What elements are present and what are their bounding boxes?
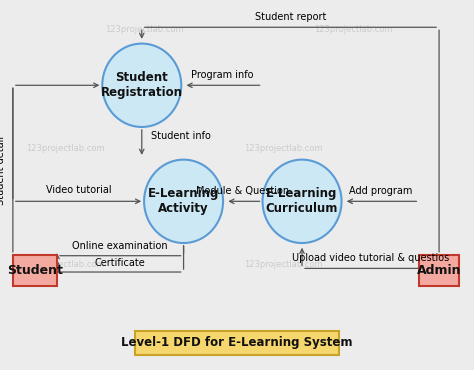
Text: Level-1 DFD for E-Learning System: Level-1 DFD for E-Learning System (121, 336, 353, 349)
Text: Admin: Admin (417, 264, 461, 277)
Ellipse shape (102, 44, 181, 127)
FancyBboxPatch shape (419, 255, 459, 286)
Text: Student detail: Student detail (0, 135, 6, 205)
Text: Student report: Student report (255, 12, 326, 22)
Text: Student: Student (7, 264, 63, 277)
Text: Student
Registration: Student Registration (101, 71, 183, 99)
Text: Online examination: Online examination (73, 241, 168, 251)
Text: 123projectlab.com: 123projectlab.com (26, 260, 104, 269)
Text: E-Learning
Curriculum: E-Learning Curriculum (266, 187, 338, 215)
Text: Certificate: Certificate (95, 258, 146, 268)
Text: 123projectlab.com: 123projectlab.com (244, 260, 323, 269)
Text: Add program: Add program (349, 186, 412, 196)
Text: Program info: Program info (191, 70, 253, 80)
Text: 123projectlab.com: 123projectlab.com (26, 144, 104, 153)
Text: Video tutorial: Video tutorial (46, 185, 111, 195)
Ellipse shape (263, 159, 341, 243)
Text: Upload video tutorial & questios: Upload video tutorial & questios (292, 253, 449, 263)
Text: 123projectlab.com: 123projectlab.com (314, 24, 392, 34)
Ellipse shape (144, 159, 223, 243)
Text: Module & Question: Module & Question (196, 186, 289, 196)
Text: 123projectlab.com: 123projectlab.com (244, 144, 323, 153)
Text: 123projectlab.com: 123projectlab.com (105, 24, 183, 34)
FancyBboxPatch shape (13, 255, 57, 286)
Text: E-Learning
Activity: E-Learning Activity (148, 187, 219, 215)
FancyBboxPatch shape (135, 331, 339, 354)
Text: Student info: Student info (151, 131, 211, 141)
